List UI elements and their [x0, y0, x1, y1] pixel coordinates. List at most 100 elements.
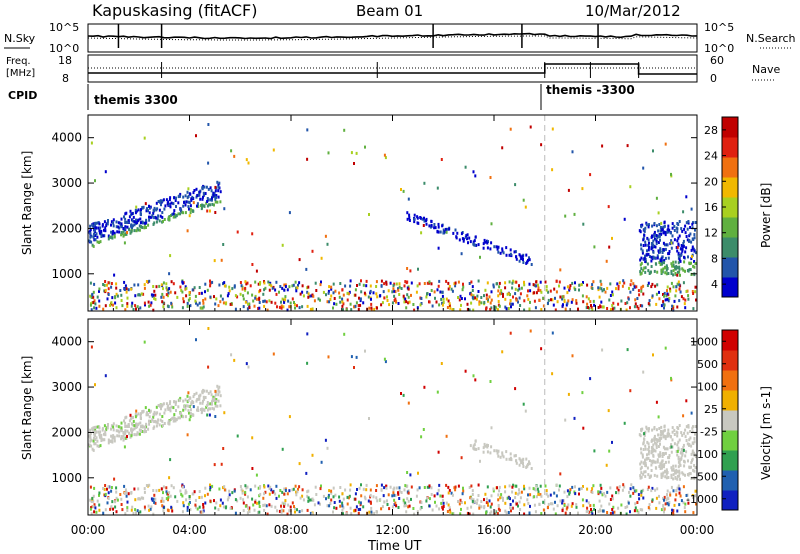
- velocity-cell: [194, 503, 197, 507]
- velocity-cell: [262, 496, 265, 500]
- power-cell: [284, 283, 287, 287]
- velocity-cell: [529, 329, 532, 333]
- power-cell: [682, 242, 685, 245]
- velocity-cell: [148, 408, 150, 412]
- velocity-cell: [214, 389, 217, 393]
- power-cell: [370, 297, 372, 301]
- velocity-cell: [415, 494, 418, 498]
- velocity-cell: [139, 510, 142, 514]
- power-cell: [641, 223, 644, 227]
- power-cell: [137, 228, 140, 232]
- velocity-cell: [676, 449, 679, 453]
- velocity-cell: [490, 510, 493, 514]
- velocity-cell: [190, 401, 193, 405]
- power-cell: [666, 230, 669, 234]
- velocity-cell: [188, 497, 191, 501]
- power-cell: [409, 269, 412, 273]
- power-cell: [675, 289, 678, 293]
- power-cell: [95, 306, 98, 310]
- velocity-cell: [236, 434, 239, 438]
- velocity-cell: [504, 485, 507, 489]
- power-cell: [413, 220, 416, 224]
- power-cell: [639, 272, 642, 276]
- velocity-cell: [92, 494, 95, 498]
- velocity-cell: [201, 401, 204, 405]
- velocity-cell: [533, 495, 536, 499]
- velocity-cell: [509, 331, 512, 335]
- velocity-cell: [217, 508, 220, 512]
- power-cell: [123, 280, 126, 284]
- power-cell: [654, 284, 657, 288]
- power-cell: [129, 209, 132, 213]
- power-cell: [509, 252, 512, 256]
- y-tick-label: 4000: [51, 131, 82, 145]
- power-cell: [164, 204, 167, 208]
- power-cell: [663, 294, 665, 298]
- velocity-cell: [130, 434, 133, 438]
- velocity-cell: [314, 485, 317, 489]
- velocity-cell: [354, 497, 357, 501]
- power-cell: [143, 286, 146, 290]
- power-cell: [688, 234, 691, 238]
- velocity-cell: [650, 450, 653, 454]
- power-cell: [94, 302, 97, 306]
- power-cell: [485, 297, 488, 301]
- power-cell: [672, 273, 675, 277]
- power-cell: [120, 217, 123, 221]
- velocity-cell: [100, 439, 103, 442]
- power-cell: [686, 227, 689, 231]
- velocity-cell: [641, 508, 644, 512]
- velocity-cell: [129, 417, 132, 421]
- velocity-cell: [92, 499, 95, 503]
- velocity-cell: [140, 417, 142, 421]
- power-cell: [570, 300, 573, 304]
- velocity-cell: [582, 426, 585, 430]
- power-cell: [682, 281, 685, 285]
- power-cell: [241, 287, 244, 291]
- power-cell: [655, 234, 658, 237]
- power-cell: [456, 231, 459, 235]
- power-cell: [517, 300, 519, 304]
- velocity-cell: [142, 409, 145, 413]
- velocity-cell: [679, 494, 682, 498]
- velocity-cell: [498, 485, 501, 489]
- velocity-cell: [592, 484, 595, 488]
- velocity-cell: [120, 426, 123, 430]
- velocity-cell: [639, 474, 642, 478]
- power-cell: [219, 294, 222, 298]
- x-tick-label: 12:00: [375, 523, 410, 537]
- velocity-cell: [147, 504, 150, 508]
- power-cell: [181, 290, 184, 294]
- velocity-cell: [504, 501, 507, 505]
- velocity-cell: [563, 504, 566, 507]
- power-cell: [138, 228, 141, 232]
- velocity-cell: [616, 486, 619, 490]
- velocity-cell: [148, 415, 151, 419]
- power-cell: [161, 211, 164, 214]
- velocity-cell: [246, 495, 249, 499]
- power-cell: [676, 239, 679, 243]
- colorbar-tick-label: -100: [693, 448, 718, 461]
- velocity-cell: [175, 418, 178, 422]
- velocity-cell: [115, 490, 118, 494]
- velocity-cell: [135, 413, 138, 417]
- velocity-cell: [624, 506, 627, 509]
- power-cell: [98, 229, 101, 233]
- power-cell: [394, 297, 397, 301]
- velocity-cell: [126, 435, 128, 438]
- velocity-cell: [376, 510, 378, 514]
- velocity-ylabel: Slant Range [km]: [20, 356, 34, 460]
- velocity-cell: [204, 501, 207, 505]
- power-cell: [528, 307, 531, 311]
- power-cell: [593, 245, 596, 249]
- power-cell: [107, 219, 109, 222]
- power-cell: [156, 207, 159, 211]
- power-cell: [468, 236, 471, 240]
- power-cell: [188, 207, 190, 211]
- velocity-cell: [283, 504, 286, 508]
- velocity-cell: [590, 508, 592, 511]
- velocity-cell: [406, 484, 409, 488]
- velocity-cell: [555, 494, 558, 498]
- power-cell: [332, 291, 335, 295]
- velocity-cell: [617, 506, 620, 510]
